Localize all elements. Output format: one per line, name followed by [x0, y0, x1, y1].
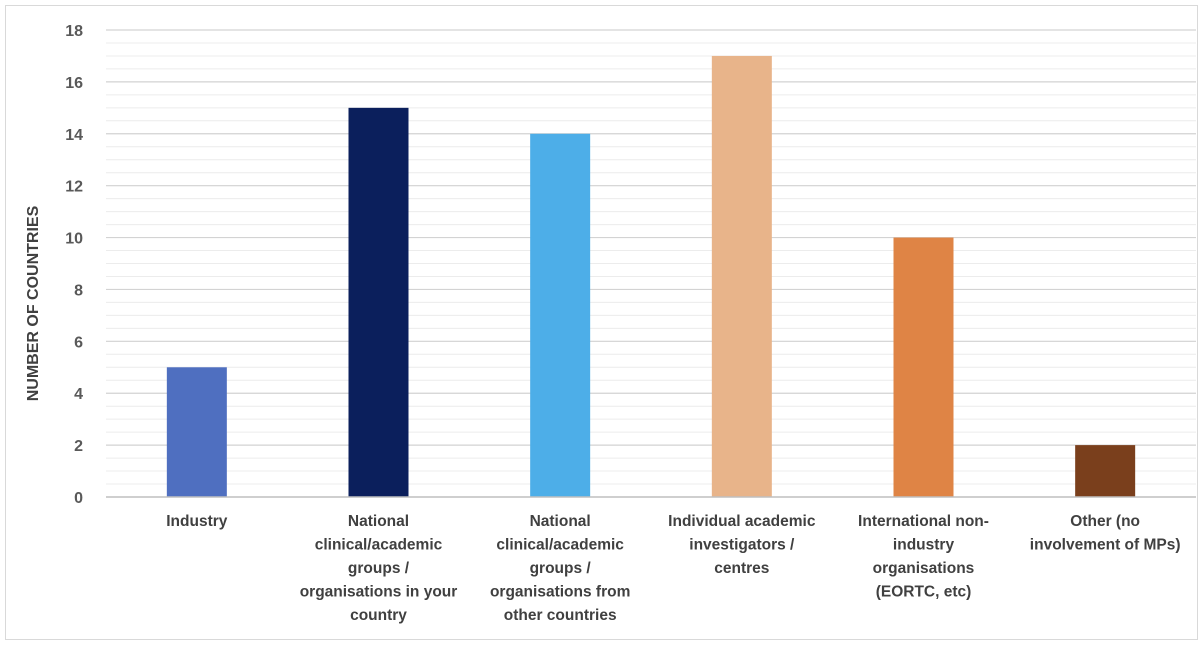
x-axis-category-labels: Industry National clinical/academic groups … [166, 513, 1180, 624]
minor-gridlines [106, 29, 1196, 498]
bar-chart: 0 2 4 6 8 10 12 14 16 18 Industry National clinical… [25, 23, 1196, 624]
bar [348, 107, 409, 497]
y-tick-label: 12 [65, 179, 83, 196]
y-tick-label: 4 [74, 386, 83, 403]
x-category-label: International non-industry organisations(… [858, 513, 989, 601]
bar [893, 237, 954, 498]
y-tick-label: 10 [65, 231, 83, 248]
y-tick-label: 14 [65, 127, 83, 144]
bar [166, 367, 227, 497]
major-gridlines [106, 29, 1196, 446]
y-tick-label: 0 [74, 490, 83, 507]
y-tick-label: 6 [74, 334, 83, 351]
y-tick-label: 18 [65, 23, 83, 40]
bar [530, 133, 591, 497]
y-tick-label: 2 [74, 438, 83, 455]
y-axis-tick-labels: 0 2 4 6 8 10 12 14 16 18 [65, 23, 83, 507]
x-category-label: Individual academic investigators / centre… [668, 513, 816, 577]
x-category-label: National clinical/academic groups / organis… [300, 513, 458, 624]
chart-area: 0 2 4 6 8 10 12 14 16 18 Industry National clinical… [5, 5, 1198, 640]
bar [711, 55, 772, 497]
y-axis-title: NUMBER OF COUNTRIES [25, 205, 42, 401]
x-category-label: National clinical/academic groups / organis… [490, 513, 630, 624]
bars [166, 55, 1136, 498]
bar [1075, 445, 1136, 497]
x-category-label: Other (no involvement of MPs) [1030, 513, 1181, 554]
y-tick-label: 16 [65, 75, 83, 92]
y-tick-label: 8 [74, 282, 83, 299]
x-category-label: Industry [166, 513, 228, 530]
